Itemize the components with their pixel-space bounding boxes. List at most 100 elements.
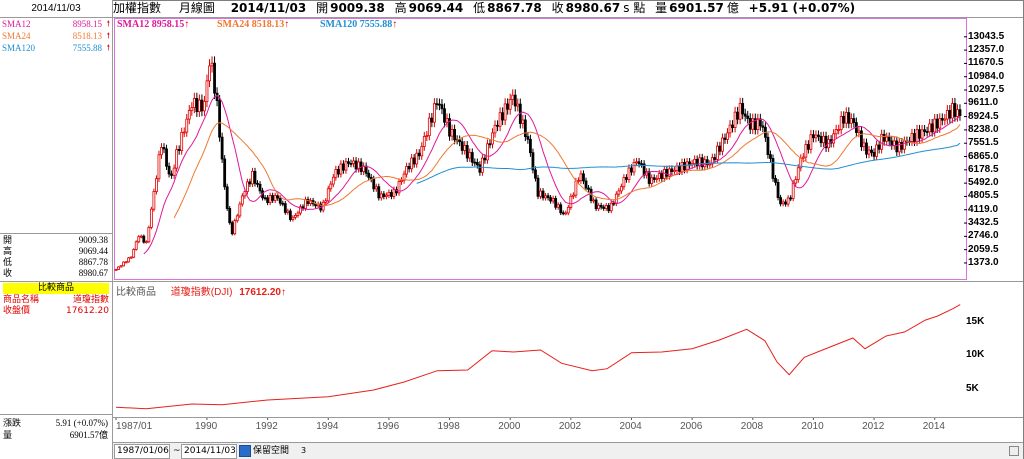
candle-body bbox=[157, 154, 161, 180]
grid-icon[interactable] bbox=[239, 445, 251, 457]
x-tick-label: 2014 bbox=[922, 421, 945, 432]
candle-body bbox=[238, 203, 242, 217]
volume-label: 量 bbox=[3, 430, 13, 440]
candle-body bbox=[582, 173, 585, 182]
up-arrow-icon: ↑ bbox=[392, 19, 398, 30]
range-to-field[interactable]: 2014/11/03 bbox=[181, 444, 237, 459]
candle-body bbox=[230, 222, 234, 235]
candle-body bbox=[683, 162, 686, 171]
candle-body bbox=[377, 186, 381, 199]
candle-body bbox=[149, 208, 153, 228]
candle-body bbox=[119, 265, 123, 268]
candle-body bbox=[162, 147, 166, 150]
candle-body bbox=[177, 149, 181, 151]
candle-body bbox=[667, 168, 671, 177]
sub-chart-title: 比較商品 道瓊指數(DJI) 17612.20↑ bbox=[116, 283, 286, 298]
candle-body bbox=[673, 170, 676, 172]
candle-body bbox=[875, 144, 878, 157]
low-value: 8867.78 bbox=[78, 257, 108, 267]
candle-body bbox=[374, 186, 378, 190]
candle-body bbox=[844, 112, 848, 124]
candle-body bbox=[142, 235, 146, 243]
candle-body bbox=[342, 163, 345, 171]
candle-body bbox=[753, 118, 757, 131]
candle-body bbox=[225, 186, 229, 209]
candle-body bbox=[329, 183, 333, 190]
x-tick-label: 1998 bbox=[437, 421, 460, 432]
volume-value: 6901.57億 bbox=[69, 430, 108, 440]
candle-body bbox=[822, 135, 825, 144]
candle-body bbox=[271, 195, 275, 201]
candle-body bbox=[170, 173, 173, 176]
compare-name-value: 道瓊指數 bbox=[72, 295, 109, 305]
candle-body bbox=[210, 62, 214, 67]
divider bbox=[0, 281, 112, 282]
candle-body bbox=[354, 160, 358, 170]
sma24-value: 8518.13 bbox=[72, 31, 102, 41]
candle-body bbox=[627, 167, 631, 180]
header-unit: s 點 bbox=[623, 1, 646, 15]
candle-body bbox=[410, 157, 414, 170]
resize-grip-icon[interactable] bbox=[1009, 446, 1019, 456]
candle-body bbox=[784, 201, 788, 205]
divider bbox=[0, 414, 112, 415]
candle-body bbox=[144, 241, 148, 244]
candle-body bbox=[612, 202, 616, 205]
candle-body bbox=[890, 140, 894, 146]
candle-body bbox=[448, 118, 451, 137]
x-axis-line bbox=[113, 417, 1023, 418]
info-panel: 2014/11/03 SMA12 8958.15 🠕 SMA24 8518.13… bbox=[0, 0, 113, 459]
candle-body bbox=[501, 112, 505, 121]
compare-name-row: 商品名稱 道瓊指數 bbox=[3, 295, 109, 306]
divider bbox=[113, 281, 1023, 282]
candle-body bbox=[256, 182, 259, 185]
candle-body bbox=[791, 182, 795, 199]
sma12-row: SMA12 8958.15 🠕 bbox=[2, 18, 110, 30]
range-from-field[interactable]: 1987/01/06 bbox=[114, 444, 170, 459]
candle-body bbox=[122, 261, 125, 267]
candle-body bbox=[463, 144, 467, 151]
candle-body bbox=[266, 197, 270, 203]
candle-body bbox=[430, 117, 434, 123]
candle-body bbox=[382, 193, 386, 197]
candle-body bbox=[283, 203, 287, 213]
candle-body bbox=[933, 118, 937, 133]
y-tick-label: 9611.0 bbox=[968, 97, 999, 109]
candle-body bbox=[847, 112, 851, 124]
volume-row: 量 6901.57億 bbox=[2, 430, 110, 441]
candle-body bbox=[806, 144, 810, 150]
high-row: 高 9069.44 bbox=[2, 246, 110, 257]
candle-body bbox=[460, 141, 464, 151]
candle-body bbox=[129, 256, 133, 259]
candle-body bbox=[781, 201, 785, 205]
header-vol: 6901.57 bbox=[669, 1, 724, 15]
candle-body bbox=[235, 215, 239, 222]
candle-body bbox=[223, 158, 227, 188]
period-label: 月線圖 bbox=[178, 1, 215, 15]
sma24-row: SMA24 8518.13 🠕 bbox=[2, 30, 110, 42]
keep-space-button[interactable]: 保留空間 bbox=[253, 446, 290, 456]
candle-body bbox=[630, 167, 633, 173]
candle-body bbox=[842, 116, 846, 124]
candle-body bbox=[814, 134, 818, 139]
candle-body bbox=[897, 142, 901, 153]
candle-body bbox=[710, 157, 714, 165]
candle-body bbox=[945, 109, 949, 120]
up-arrow-icon: ↑ bbox=[284, 19, 290, 30]
candle-body bbox=[915, 129, 919, 142]
candle-body bbox=[114, 269, 118, 271]
main-chart-area[interactable] bbox=[114, 18, 967, 280]
sub-series-value: 17612.20 bbox=[239, 287, 281, 298]
candle-body bbox=[852, 118, 856, 123]
y-tick-label: 8238.0 bbox=[968, 123, 999, 135]
change-row: 漲跌 5.91 (+0.07%) bbox=[2, 418, 110, 429]
candle-body bbox=[769, 154, 772, 159]
legend-sma24-text: SMA24 8518.13 bbox=[217, 19, 285, 30]
candle-body bbox=[599, 204, 603, 208]
candle-body bbox=[637, 161, 641, 165]
candle-body bbox=[774, 178, 777, 183]
candle-body bbox=[693, 158, 697, 164]
close-value: 8980.67 bbox=[78, 268, 108, 278]
